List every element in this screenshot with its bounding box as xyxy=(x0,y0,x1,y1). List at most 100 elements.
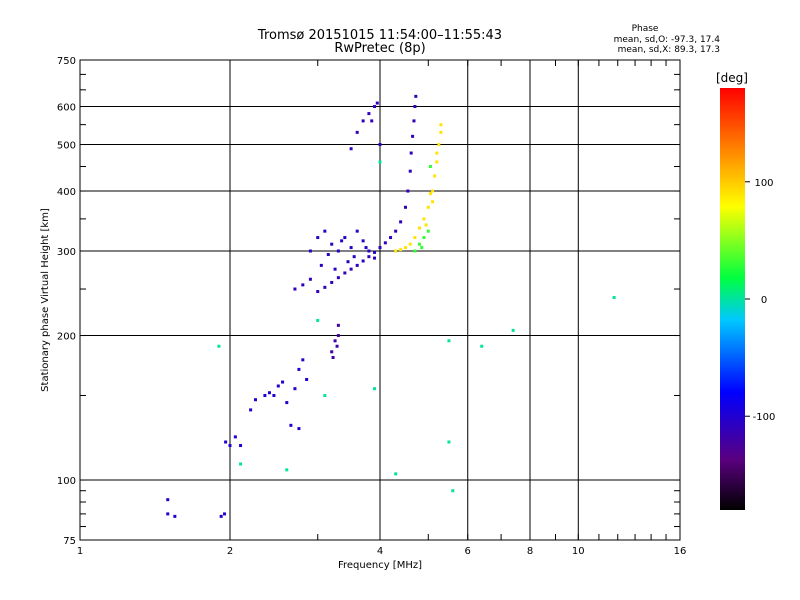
data-point xyxy=(389,236,393,240)
data-point xyxy=(343,271,347,275)
data-point xyxy=(428,192,432,196)
data-point xyxy=(447,339,451,343)
data-point xyxy=(364,246,368,250)
data-point xyxy=(361,259,365,263)
data-point xyxy=(373,105,377,109)
data-point xyxy=(451,489,455,493)
colorbar-tick-label: 100 xyxy=(754,178,773,189)
data-point xyxy=(326,253,330,257)
data-point xyxy=(433,174,437,178)
data-point xyxy=(285,401,289,405)
data-point xyxy=(346,260,350,264)
data-point xyxy=(403,246,407,250)
y-tick-label: 400 xyxy=(57,187,76,198)
data-point xyxy=(408,242,412,246)
data-point xyxy=(233,435,237,439)
y-tick-label: 600 xyxy=(57,103,76,114)
phase-stat-x: mean, sd,X: 89.3, 17.3 xyxy=(618,45,720,55)
data-point xyxy=(330,280,334,284)
data-point xyxy=(361,119,365,123)
y-tick-label: 500 xyxy=(57,141,76,152)
data-point xyxy=(399,248,403,252)
data-point xyxy=(281,380,285,384)
data-point xyxy=(323,285,327,289)
data-point xyxy=(422,236,426,240)
data-point xyxy=(428,164,432,168)
data-point xyxy=(417,242,421,246)
data-point xyxy=(361,239,365,243)
data-point xyxy=(349,246,353,250)
y-tick-label: 300 xyxy=(57,247,76,258)
y-tick-label: 100 xyxy=(57,476,76,487)
x-tick-label: 4 xyxy=(377,546,383,557)
colorbar-label: [deg] xyxy=(716,71,748,85)
data-point xyxy=(411,134,415,138)
data-point xyxy=(367,255,371,259)
phase-heading: Phase xyxy=(632,24,659,34)
data-point xyxy=(422,217,426,221)
data-point xyxy=(375,101,379,105)
data-point xyxy=(349,267,353,271)
data-point xyxy=(276,384,280,388)
data-points xyxy=(166,94,616,518)
data-point xyxy=(426,229,430,233)
axis-ticks: 1 2 4 6 8 10 16 75 100 200 300 400 500 600 750 xyxy=(57,56,686,557)
y-tick-label: 200 xyxy=(57,332,76,343)
data-point xyxy=(239,462,243,466)
data-point xyxy=(431,189,435,193)
data-point xyxy=(308,277,312,281)
data-point xyxy=(413,105,417,109)
data-point xyxy=(336,334,340,338)
colorbar-tick-label: -100 xyxy=(753,412,776,423)
x-axis-label: Frequency [MHz] xyxy=(338,560,422,571)
data-point xyxy=(166,512,170,516)
data-point xyxy=(173,514,177,518)
data-point xyxy=(408,169,412,173)
colorbar-ticks: 100 0 -100 xyxy=(745,178,775,423)
data-point xyxy=(394,472,398,476)
data-point xyxy=(414,94,418,98)
x-tick-label: 8 xyxy=(527,546,533,557)
data-point xyxy=(333,339,337,343)
colorbar-tick-label: 0 xyxy=(761,295,767,306)
data-point xyxy=(301,358,305,362)
data-point xyxy=(435,160,439,164)
data-point xyxy=(417,226,421,230)
x-tick-label: 10 xyxy=(572,546,585,557)
data-point xyxy=(424,223,428,227)
data-point xyxy=(228,444,232,448)
data-point xyxy=(349,147,353,151)
data-point xyxy=(293,387,297,391)
data-point xyxy=(373,387,377,391)
data-point xyxy=(367,112,371,116)
data-point xyxy=(219,514,223,518)
data-point xyxy=(378,160,382,164)
data-point xyxy=(340,239,344,243)
y-axis-label: Stationary phase Virtual Height [km] xyxy=(40,208,51,392)
data-point xyxy=(447,440,451,444)
data-point xyxy=(293,287,297,291)
data-point xyxy=(343,236,347,240)
data-point xyxy=(305,377,309,381)
data-point xyxy=(249,408,253,412)
x-tick-label: 1 xyxy=(77,546,83,557)
grid-lines xyxy=(80,60,680,540)
colorbar xyxy=(720,88,745,510)
data-point xyxy=(319,263,323,267)
data-point xyxy=(412,119,416,123)
data-point xyxy=(330,242,334,246)
y-tick-label: 75 xyxy=(63,536,76,547)
data-point xyxy=(316,318,320,322)
data-point xyxy=(336,323,340,327)
data-point xyxy=(336,249,340,253)
data-point xyxy=(166,498,170,502)
data-point xyxy=(267,391,271,395)
data-point xyxy=(409,151,413,155)
data-point xyxy=(413,236,417,240)
data-point xyxy=(323,394,327,398)
x-tick-label: 6 xyxy=(465,546,471,557)
x-tick-label: 16 xyxy=(674,546,687,557)
data-point xyxy=(431,200,435,204)
data-point xyxy=(308,249,312,253)
data-point xyxy=(439,130,443,134)
